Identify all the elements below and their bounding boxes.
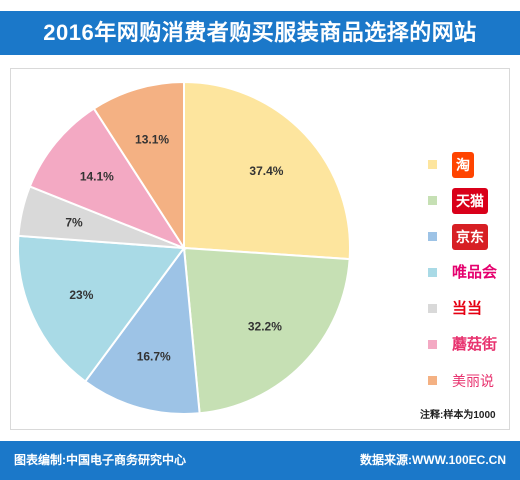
legend-logo-5: 蘑菇街 [452, 336, 498, 353]
legend-swatch-3 [428, 268, 437, 277]
legend-swatch-4 [428, 304, 437, 313]
pie-slice-0 [183, 80, 351, 261]
slice-label-6: 13.1% [135, 133, 169, 147]
sample-note: 注释:样本为1000 [420, 410, 496, 421]
legend-swatch-0 [428, 160, 437, 169]
legend-logo-1: 天猫 [452, 188, 488, 214]
title-bar [0, 11, 520, 55]
legend-item-6: 美丽说 [428, 364, 518, 400]
pie-slice-2 [83, 245, 201, 415]
legend-item-5: 蘑菇街 [428, 328, 518, 364]
legend-item-1: 天猫 [428, 184, 518, 220]
slice-label-5: 14.1% [80, 169, 114, 183]
header: 2016年网购消费者购买服装商品选择的网站 [0, 0, 520, 66]
footer-compiler: 图表编制:中国电子商务研究中心 [14, 453, 186, 467]
slice-label-1: 32.2% [248, 320, 282, 334]
legend: 淘天猫京东唯品会当当蘑菇街美丽说 [428, 148, 518, 400]
slice-label-4: 7% [65, 216, 83, 230]
legend-logo-6: 美丽说 [452, 373, 494, 389]
legend-item-0: 淘 [428, 148, 518, 184]
legend-swatch-5 [428, 340, 437, 349]
legend-item-2: 京东 [428, 220, 518, 256]
legend-swatch-1 [428, 196, 437, 205]
pie-slice-5 [28, 107, 187, 251]
slice-label-2: 16.7% [137, 350, 171, 364]
legend-logo-0: 淘 [452, 152, 474, 178]
legend-logo-4: 当当 [452, 300, 483, 317]
pie-slice-3 [17, 234, 186, 383]
footer-source: 数据来源:WWW.100EC.CN [359, 453, 506, 467]
slice-label-0: 37.4% [249, 164, 283, 178]
legend-item-3: 唯品会 [428, 256, 518, 292]
legend-swatch-2 [428, 232, 437, 241]
pie-slice-6 [92, 80, 185, 252]
slice-label-3: 23% [69, 288, 93, 302]
legend-logo-3: 唯品会 [452, 264, 498, 281]
legend-logo-2: 京东 [452, 224, 488, 250]
pie-slice-1 [182, 246, 351, 415]
chart-title: 2016年网购消费者购买服装商品选择的网站 [43, 20, 477, 45]
legend-swatch-6 [428, 376, 437, 385]
legend-item-4: 当当 [428, 292, 518, 328]
footer: 图表编制:中国电子商务研究中心 数据来源:WWW.100EC.CN [0, 441, 520, 480]
